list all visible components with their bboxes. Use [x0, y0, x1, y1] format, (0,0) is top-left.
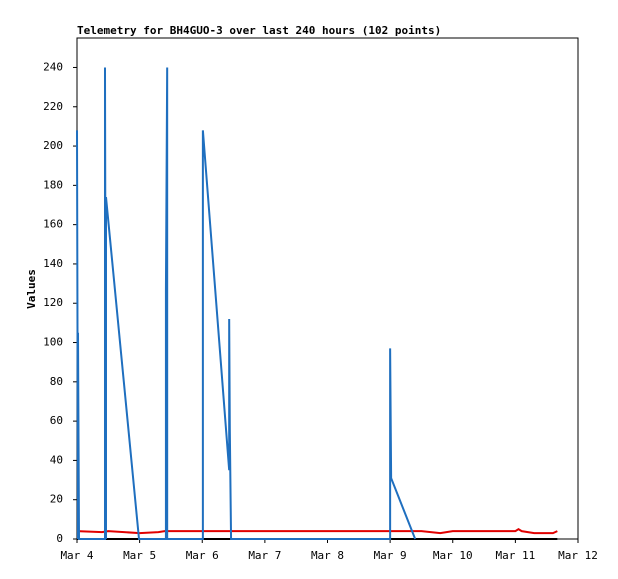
x-tick-label: Mar 12	[558, 549, 598, 562]
y-axis-label: Values	[25, 269, 38, 309]
x-tick-label: Mar 9	[374, 549, 407, 562]
y-tick-label: 200	[43, 139, 63, 152]
series-line	[76, 67, 417, 540]
y-tick-label: 40	[50, 453, 63, 466]
chart-title: Telemetry for BH4GUO-3 over last 240 hou…	[77, 24, 441, 37]
x-tick-label: Mar 7	[248, 549, 281, 562]
plot-frame	[76, 37, 579, 540]
x-tick-label: Mar 4	[60, 549, 93, 562]
series-line	[76, 527, 558, 535]
y-tick-label: 0	[56, 532, 63, 545]
y-tick-label: 100	[43, 336, 63, 349]
y-tick-label: 20	[50, 493, 63, 506]
y-tick-label: 120	[43, 296, 63, 309]
x-tick-label: Mar 10	[433, 549, 473, 562]
x-tick-label: Mar 5	[123, 549, 156, 562]
x-tick-label: Mar 11	[496, 549, 536, 562]
x-tick-label: Mar 6	[186, 549, 219, 562]
y-tick-label: 80	[50, 375, 63, 388]
y-tick-label: 140	[43, 257, 63, 270]
y-tick-label: 160	[43, 218, 63, 231]
y-tick-label: 220	[43, 100, 63, 113]
y-tick-label: 240	[43, 60, 63, 73]
x-tick-label: Mar 8	[311, 549, 344, 562]
y-tick-label: 60	[50, 414, 63, 427]
y-tick-label: 180	[43, 178, 63, 191]
